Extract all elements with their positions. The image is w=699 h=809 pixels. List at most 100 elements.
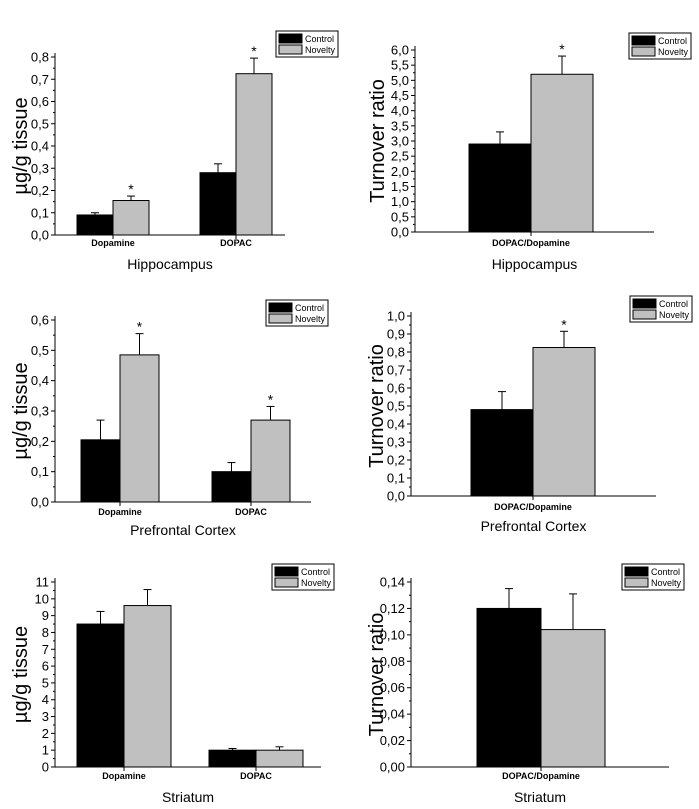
legend-swatch-control (274, 566, 299, 577)
y-tick-label: 0,02 (380, 733, 405, 748)
significance-marker: * (559, 41, 565, 57)
legend-swatch-novelty (631, 46, 656, 57)
bar-control-dopac-dopamine (476, 607, 542, 768)
legend-swatch-novelty (632, 309, 657, 320)
y-tick-label: 0,2 (31, 183, 49, 198)
legend-label-control: Control (305, 34, 334, 44)
y-tick-label: 0,5 (31, 116, 49, 131)
legend-swatch-novelty (624, 577, 649, 588)
legend-label-novelty: Novelty (658, 47, 689, 57)
y-tick-label: 3,5 (391, 118, 409, 133)
y-tick-label: 0,0 (387, 489, 405, 504)
legend-label-novelty: Novelty (305, 45, 336, 55)
y-tick-label: 0,1 (387, 471, 405, 486)
chart-str-turn: 0,00 0,02 0,04 0,06 0,08 0,10 0,12 0,14 Turnover… (366, 563, 685, 805)
y-tick-label: 0,04 (380, 707, 405, 722)
bar-novelty-dopamine (123, 605, 172, 768)
y-tick-label: 0,06 (380, 680, 405, 695)
category-label: DOPAC (240, 771, 272, 781)
y-tick-label: 0,0 (391, 225, 409, 240)
y-tick-label: 0,8 (31, 50, 49, 65)
category-label: DOPAC (235, 507, 267, 517)
category-label: Dopamine (102, 771, 146, 781)
significance-marker: * (251, 43, 257, 59)
y-tick-label: 0,2 (387, 453, 405, 468)
y-tick-label: 4,5 (391, 88, 409, 103)
y-tick-label: 3,0 (391, 134, 409, 149)
y-tick-label: 5,5 (391, 58, 409, 73)
y-tick-label: 0,10 (380, 627, 405, 642)
y-tick-label: 5 (42, 675, 49, 690)
bar-novelty-dopac-dopamine (532, 347, 596, 497)
legend-swatch-control (631, 35, 656, 46)
legend-label-novelty: Novelty (301, 578, 332, 588)
y-tick-label: 1,0 (391, 194, 409, 209)
y-tick-label: 0,3 (31, 404, 49, 419)
x-axis-label: Prefrontal Cortex (481, 518, 587, 534)
legend-label-novelty: Novelty (295, 314, 326, 324)
y-tick-label: 3 (42, 709, 49, 724)
legend-label-novelty: Novelty (659, 310, 690, 320)
x-axis-label: Hippocampus (127, 256, 213, 272)
y-axis-label: Turnover ratio (366, 613, 388, 737)
bar-control-dopac (211, 471, 252, 503)
y-tick-label: 6,0 (391, 43, 409, 58)
y-tick-label: 0,4 (387, 417, 405, 432)
y-tick-label: 0,4 (31, 139, 49, 154)
bar-control-dopac (208, 749, 257, 768)
bar-novelty-dopac-dopamine (540, 629, 606, 768)
y-tick-label: 4 (42, 692, 49, 707)
y-tick-label: 1,0 (387, 309, 405, 324)
legend-swatch-control (632, 298, 657, 309)
y-tick-label: 0,6 (387, 381, 405, 396)
legend-swatch-novelty (274, 577, 299, 588)
y-axis-label: µg/g tissue (10, 97, 32, 194)
x-axis-label: Striatum (514, 789, 566, 805)
category-label: DOPAC/Dopamine (494, 502, 572, 512)
y-tick-label: 2,5 (391, 149, 409, 164)
y-tick-label: 0,6 (31, 94, 49, 109)
y-tick-label: 0,2 (31, 434, 49, 449)
y-tick-label: 0,7 (31, 72, 49, 87)
category-label: DOPAC (220, 238, 252, 248)
x-axis-label: Hippocampus (492, 256, 578, 272)
bar-novelty-dopamine (119, 354, 160, 503)
bar-control-dopamine (80, 439, 121, 503)
bar-novelty-dopac (235, 73, 273, 236)
legend-label-control: Control (659, 299, 688, 309)
y-tick-label: 0,08 (380, 654, 405, 669)
x-axis-label: Striatum (162, 789, 214, 805)
y-tick-label: 0,3 (387, 435, 405, 450)
y-tick-label: 2,0 (391, 164, 409, 179)
y-tick-label: 1,5 (391, 179, 409, 194)
y-axis-label: µg/g tissue (10, 362, 32, 459)
y-tick-label: 0,1 (31, 464, 49, 479)
y-tick-label: 5,0 (391, 73, 409, 88)
y-tick-label: 0,9 (387, 327, 405, 342)
y-axis-label: µg/g tissue (10, 626, 32, 723)
legend-label-control: Control (651, 567, 680, 577)
y-tick-label: 0,8 (387, 345, 405, 360)
category-label: DOPAC/Dopamine (492, 238, 570, 248)
bar-control-dopac-dopamine (470, 409, 534, 497)
y-tick-label: 0,7 (387, 363, 405, 378)
bar-novelty-dopamine (112, 200, 150, 236)
legend-swatch-novelty (278, 44, 303, 55)
significance-marker: * (561, 316, 567, 332)
y-axis-label: Turnover ratio (366, 344, 388, 468)
y-tick-label: 1 (42, 743, 49, 758)
legend-label-control: Control (295, 303, 324, 313)
y-tick-label: 0,5 (387, 399, 405, 414)
bar-novelty-dopac (255, 749, 304, 768)
y-tick-label: 0 (42, 760, 49, 775)
significance-marker: * (128, 181, 134, 197)
bar-control-dopac (199, 172, 237, 236)
significance-marker: * (268, 391, 274, 407)
legend-label-control: Control (301, 567, 330, 577)
y-tick-label: 0,0 (31, 495, 49, 510)
bar-control-dopac-dopamine (468, 143, 532, 233)
